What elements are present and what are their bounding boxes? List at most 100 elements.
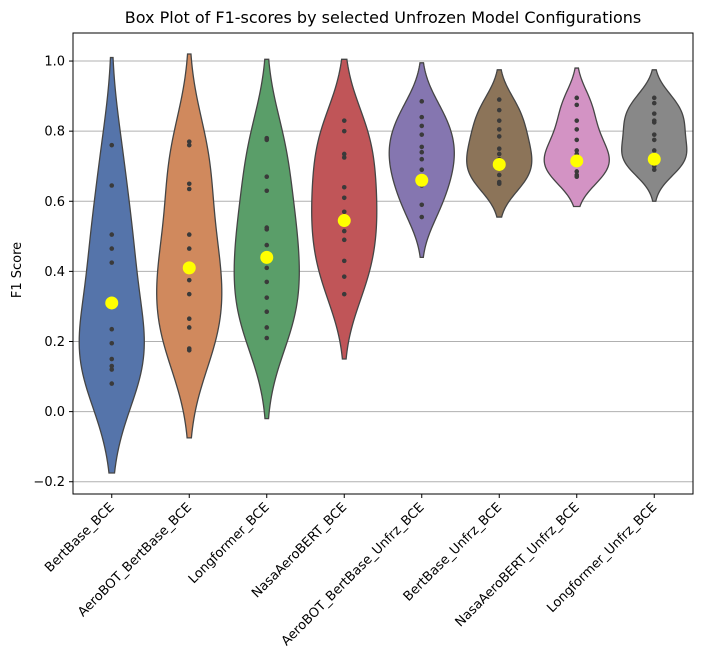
plot-frame (72, 32, 694, 495)
data-point (574, 148, 580, 153)
data-point (109, 260, 115, 265)
data-point (574, 102, 580, 108)
mean-marker (492, 157, 506, 171)
data-point (341, 258, 347, 264)
mean-marker (570, 154, 584, 168)
data-point (496, 97, 502, 102)
violins (78, 53, 688, 474)
data-point (341, 195, 347, 201)
data-point (496, 151, 502, 157)
data-point (419, 167, 425, 173)
chart-title: Box Plot of F1-scores by selected Unfroz… (125, 8, 641, 27)
data-point (341, 155, 347, 160)
data-point (264, 279, 270, 285)
data-point (264, 188, 270, 194)
data-point (341, 128, 347, 134)
data-point (264, 295, 270, 300)
mean-marker (415, 173, 429, 187)
mean-marker (647, 152, 661, 166)
data-point (419, 202, 425, 208)
violin (466, 69, 533, 218)
data-point (651, 118, 657, 123)
data-point (109, 326, 115, 332)
data-point (419, 114, 425, 120)
data-point (264, 174, 270, 180)
data-point (109, 381, 115, 386)
mean-marker (182, 261, 196, 275)
data-point (651, 148, 657, 153)
violin (311, 58, 378, 360)
mean-marker (260, 250, 274, 264)
data-point (496, 179, 502, 185)
y-axis-label: F1 Score (10, 242, 25, 298)
data-point (419, 123, 425, 129)
data-point (186, 277, 192, 283)
data-point (341, 151, 347, 157)
data-point (109, 367, 115, 372)
data-point (186, 346, 192, 351)
data-point (264, 325, 270, 330)
y-axis-ticks: −0.2 0.0 0.2 0.4 0.6 0.8 1.0 (33, 55, 73, 490)
data-point (341, 209, 347, 215)
y-tick-label: 0.4 (44, 265, 65, 280)
data-point (496, 107, 502, 113)
data-point (109, 340, 115, 346)
data-point (109, 232, 115, 237)
x-tick-label: NasaAeroBERT_Unfrz_BCE (453, 500, 583, 630)
data-point (574, 127, 580, 132)
data-point (419, 132, 425, 137)
data-point (419, 214, 425, 220)
data-point (496, 134, 502, 139)
data-point (186, 181, 192, 187)
data-point (109, 363, 115, 369)
data-point (651, 111, 657, 116)
mean-markers (105, 152, 661, 310)
data-point (496, 118, 502, 123)
data-point (109, 183, 115, 188)
y-tick-label: 0.0 (44, 405, 65, 420)
data-point (186, 139, 192, 144)
data-point (341, 291, 347, 297)
data-point (186, 246, 192, 251)
data-point (264, 309, 270, 315)
data-point (109, 142, 115, 148)
data-point (651, 95, 657, 101)
violin (233, 58, 300, 420)
y-tick-label: 0.2 (44, 335, 65, 350)
y-tick-label: 0.6 (44, 195, 65, 210)
data-point (651, 137, 657, 143)
data-point (574, 137, 580, 143)
data-point (574, 172, 580, 178)
violin (78, 56, 145, 474)
data-point (341, 118, 347, 123)
x-tick-label: AeroBOT_BertBase_Unfrz_BCE (279, 500, 428, 649)
data-point (109, 246, 115, 251)
y-tick-label: 1.0 (44, 55, 65, 70)
y-tick-label: 0.8 (44, 125, 65, 140)
data-point (574, 118, 580, 123)
mean-marker (105, 296, 119, 310)
data-point (496, 127, 502, 132)
data-point (574, 95, 580, 101)
data-point (186, 142, 192, 148)
data-point (264, 335, 270, 341)
data-point (651, 100, 657, 106)
data-point (186, 186, 192, 192)
data-point (419, 156, 425, 162)
mean-marker (337, 214, 351, 228)
data-point (341, 228, 347, 234)
x-tick-label: BertBase_BCE (42, 500, 117, 575)
data-point (186, 325, 192, 330)
violin (543, 67, 610, 208)
data-point (651, 167, 657, 173)
data-point (419, 149, 425, 155)
y-tick-label: −0.2 (33, 475, 65, 490)
violin (156, 53, 223, 439)
data-point (186, 232, 192, 237)
data-point (264, 225, 270, 230)
data-point (651, 132, 657, 137)
data-point (109, 356, 115, 362)
data-point (574, 169, 580, 174)
data-point (419, 144, 425, 150)
